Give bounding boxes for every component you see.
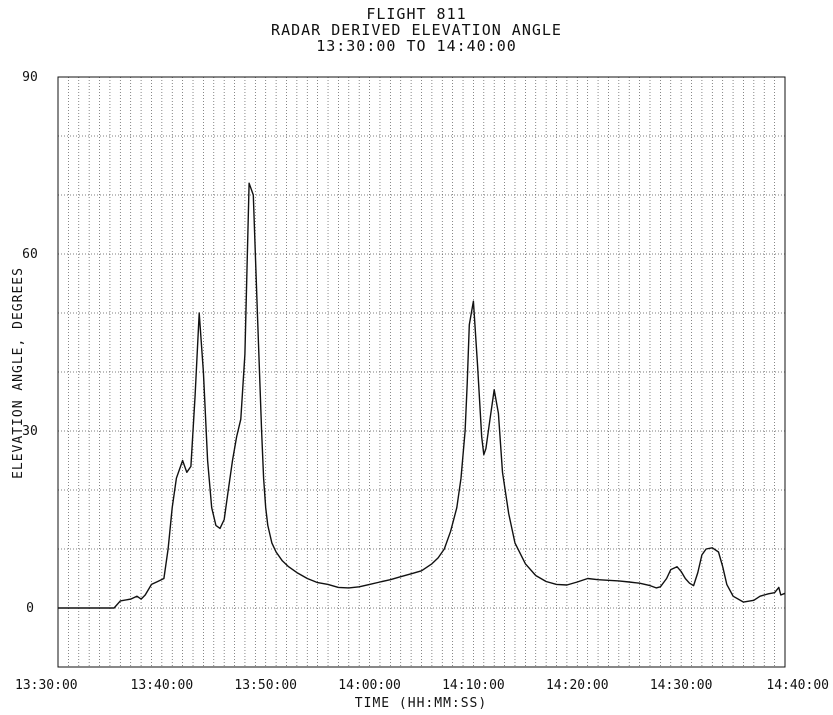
plot-border [57, 76, 786, 668]
y-axis-label: ELEVATION ANGLE, DEGREES [11, 267, 26, 479]
grid-layer [57, 76, 786, 668]
x-tick-label: 14:40:00 [766, 678, 829, 693]
elevation-angle-line [58, 182, 786, 609]
x-tick-label: 14:10:00 [442, 678, 505, 693]
x-tick-label: 14:00:00 [338, 678, 401, 693]
y-tick-label: 60 [22, 247, 38, 262]
tick-labels: 0 30 60 90 13:30:00 13:40:00 13:50:00 14:00:00 1… [15, 70, 829, 693]
chart-time-range: 13:30:00 TO 14:40:00 [316, 37, 517, 55]
chart-subtitle: RADAR DERIVED ELEVATION ANGLE [271, 21, 562, 39]
x-tick-label: 13:40:00 [131, 678, 194, 693]
x-tick-label: 13:50:00 [234, 678, 297, 693]
series-layer [58, 182, 786, 609]
y-tick-label: 90 [22, 70, 38, 85]
x-tick-label: 14:20:00 [546, 678, 609, 693]
x-axis-label: TIME (HH:MM:SS) [355, 696, 487, 711]
x-tick-label: 14:30:00 [650, 678, 713, 693]
x-tick-label: 13:30:00 [15, 678, 78, 693]
y-tick-label: 0 [26, 601, 34, 616]
chart-title: FLIGHT 811 [366, 5, 467, 23]
y-tick-label: 30 [22, 424, 38, 439]
plot-frame [57, 76, 786, 668]
